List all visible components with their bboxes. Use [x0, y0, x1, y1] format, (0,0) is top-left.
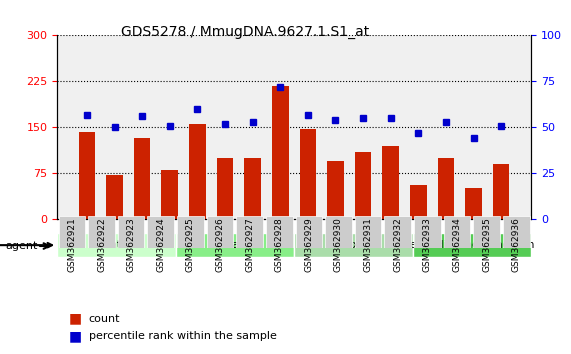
Bar — [134, 138, 150, 219]
Bar — [272, 86, 288, 219]
Text: GSM362936: GSM362936 — [512, 217, 521, 273]
Text: agent: agent — [0, 240, 52, 250]
FancyBboxPatch shape — [294, 233, 412, 257]
Text: estradiol and tamoxifen: estradiol and tamoxifen — [409, 240, 534, 250]
FancyBboxPatch shape — [296, 216, 322, 248]
FancyBboxPatch shape — [57, 233, 176, 257]
Bar — [106, 175, 123, 219]
Text: GSM362921: GSM362921 — [67, 217, 77, 272]
FancyBboxPatch shape — [355, 216, 381, 248]
Bar — [383, 146, 399, 219]
FancyBboxPatch shape — [118, 216, 144, 248]
Bar — [189, 124, 206, 219]
Bar — [79, 132, 95, 219]
Text: percentile rank within the sample: percentile rank within the sample — [89, 331, 276, 341]
Text: GSM362925: GSM362925 — [186, 217, 195, 272]
Text: GSM362933: GSM362933 — [423, 217, 432, 273]
FancyBboxPatch shape — [176, 233, 294, 257]
Text: estradiol: estradiol — [212, 240, 258, 250]
Text: GSM362928: GSM362928 — [275, 217, 284, 272]
FancyBboxPatch shape — [503, 216, 529, 248]
Text: GSM362932: GSM362932 — [393, 217, 402, 272]
Text: count: count — [89, 314, 120, 324]
Text: GSM362935: GSM362935 — [482, 217, 491, 273]
FancyBboxPatch shape — [59, 216, 85, 248]
FancyBboxPatch shape — [412, 233, 531, 257]
FancyBboxPatch shape — [473, 216, 500, 248]
Text: GSM362922: GSM362922 — [97, 217, 106, 272]
FancyBboxPatch shape — [384, 216, 411, 248]
Bar — [327, 161, 344, 219]
Bar — [217, 158, 234, 219]
Text: GSM362929: GSM362929 — [304, 217, 313, 272]
FancyBboxPatch shape — [147, 216, 174, 248]
Text: ■: ■ — [69, 329, 82, 343]
Text: GSM362924: GSM362924 — [156, 217, 165, 272]
Bar — [493, 164, 509, 219]
Bar — [410, 184, 427, 219]
Text: GSM362934: GSM362934 — [452, 217, 461, 272]
Text: GSM362930: GSM362930 — [334, 217, 343, 273]
Bar — [300, 129, 316, 219]
FancyBboxPatch shape — [177, 216, 204, 248]
FancyBboxPatch shape — [207, 216, 234, 248]
Text: ■: ■ — [69, 312, 82, 326]
Text: control: control — [98, 240, 135, 250]
FancyBboxPatch shape — [325, 216, 352, 248]
Text: GSM362926: GSM362926 — [215, 217, 224, 272]
Bar — [465, 188, 482, 219]
Bar — [162, 170, 178, 219]
FancyBboxPatch shape — [266, 216, 292, 248]
FancyBboxPatch shape — [88, 216, 115, 248]
Bar — [438, 158, 455, 219]
Text: GSM362923: GSM362923 — [127, 217, 136, 272]
Text: GSM362931: GSM362931 — [364, 217, 373, 273]
Bar — [355, 152, 371, 219]
Bar — [244, 158, 261, 219]
Text: agent: agent — [6, 241, 38, 251]
FancyBboxPatch shape — [414, 216, 441, 248]
Text: GSM362927: GSM362927 — [245, 217, 254, 272]
FancyBboxPatch shape — [236, 216, 263, 248]
Text: tamoxifen: tamoxifen — [327, 240, 380, 250]
Text: GDS5278 / MmugDNA.9627.1.S1_at: GDS5278 / MmugDNA.9627.1.S1_at — [122, 25, 369, 39]
FancyBboxPatch shape — [444, 216, 471, 248]
